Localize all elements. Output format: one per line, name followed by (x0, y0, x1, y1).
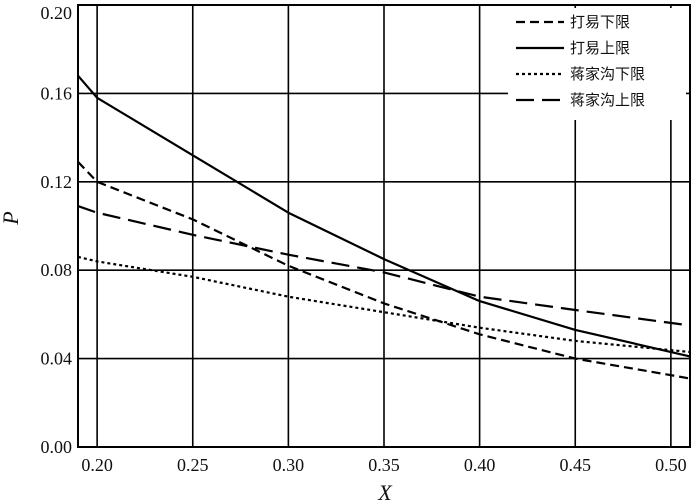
series-line-1 (77, 161, 691, 380)
series-line-4 (77, 205, 691, 327)
y-tick-label: 0.20 (41, 3, 73, 23)
x-tick-label: 0.40 (464, 455, 496, 475)
y-axis-label: P (0, 211, 23, 225)
y-tick-label: 0.00 (41, 437, 73, 457)
x-tick-label: 0.25 (177, 455, 209, 475)
y-tick-label: 0.12 (41, 172, 73, 192)
series-line-2 (77, 74, 691, 358)
plot-lines (77, 74, 691, 380)
series-line-3 (77, 255, 691, 354)
x-tick-label: 0.30 (273, 455, 305, 475)
x-axis-label: X (377, 480, 393, 503)
y-tick-label: 0.16 (41, 83, 73, 103)
legend-label: 蒋家沟下限 (570, 65, 645, 83)
legend-box (508, 8, 686, 120)
x-ticks: 0.20 0.25 0.30 0.35 0.40 0.45 0.50 (81, 455, 686, 475)
x-tick-label: 0.20 (81, 455, 113, 475)
x-tick-label: 0.35 (368, 455, 400, 475)
legend-label: 打易下限 (570, 13, 630, 31)
plot-frame (77, 4, 691, 448)
legend-label: 打易上限 (570, 39, 630, 57)
legend-label: 蒋家沟上限 (570, 91, 645, 109)
x-tick-label: 0.45 (560, 455, 592, 475)
y-ticks: 0.00 0.04 0.08 0.12 0.16 0.20 (41, 3, 73, 457)
y-tick-label: 0.04 (41, 349, 73, 369)
y-tick-label: 0.08 (41, 260, 73, 280)
x-tick-label: 0.50 (655, 455, 687, 475)
